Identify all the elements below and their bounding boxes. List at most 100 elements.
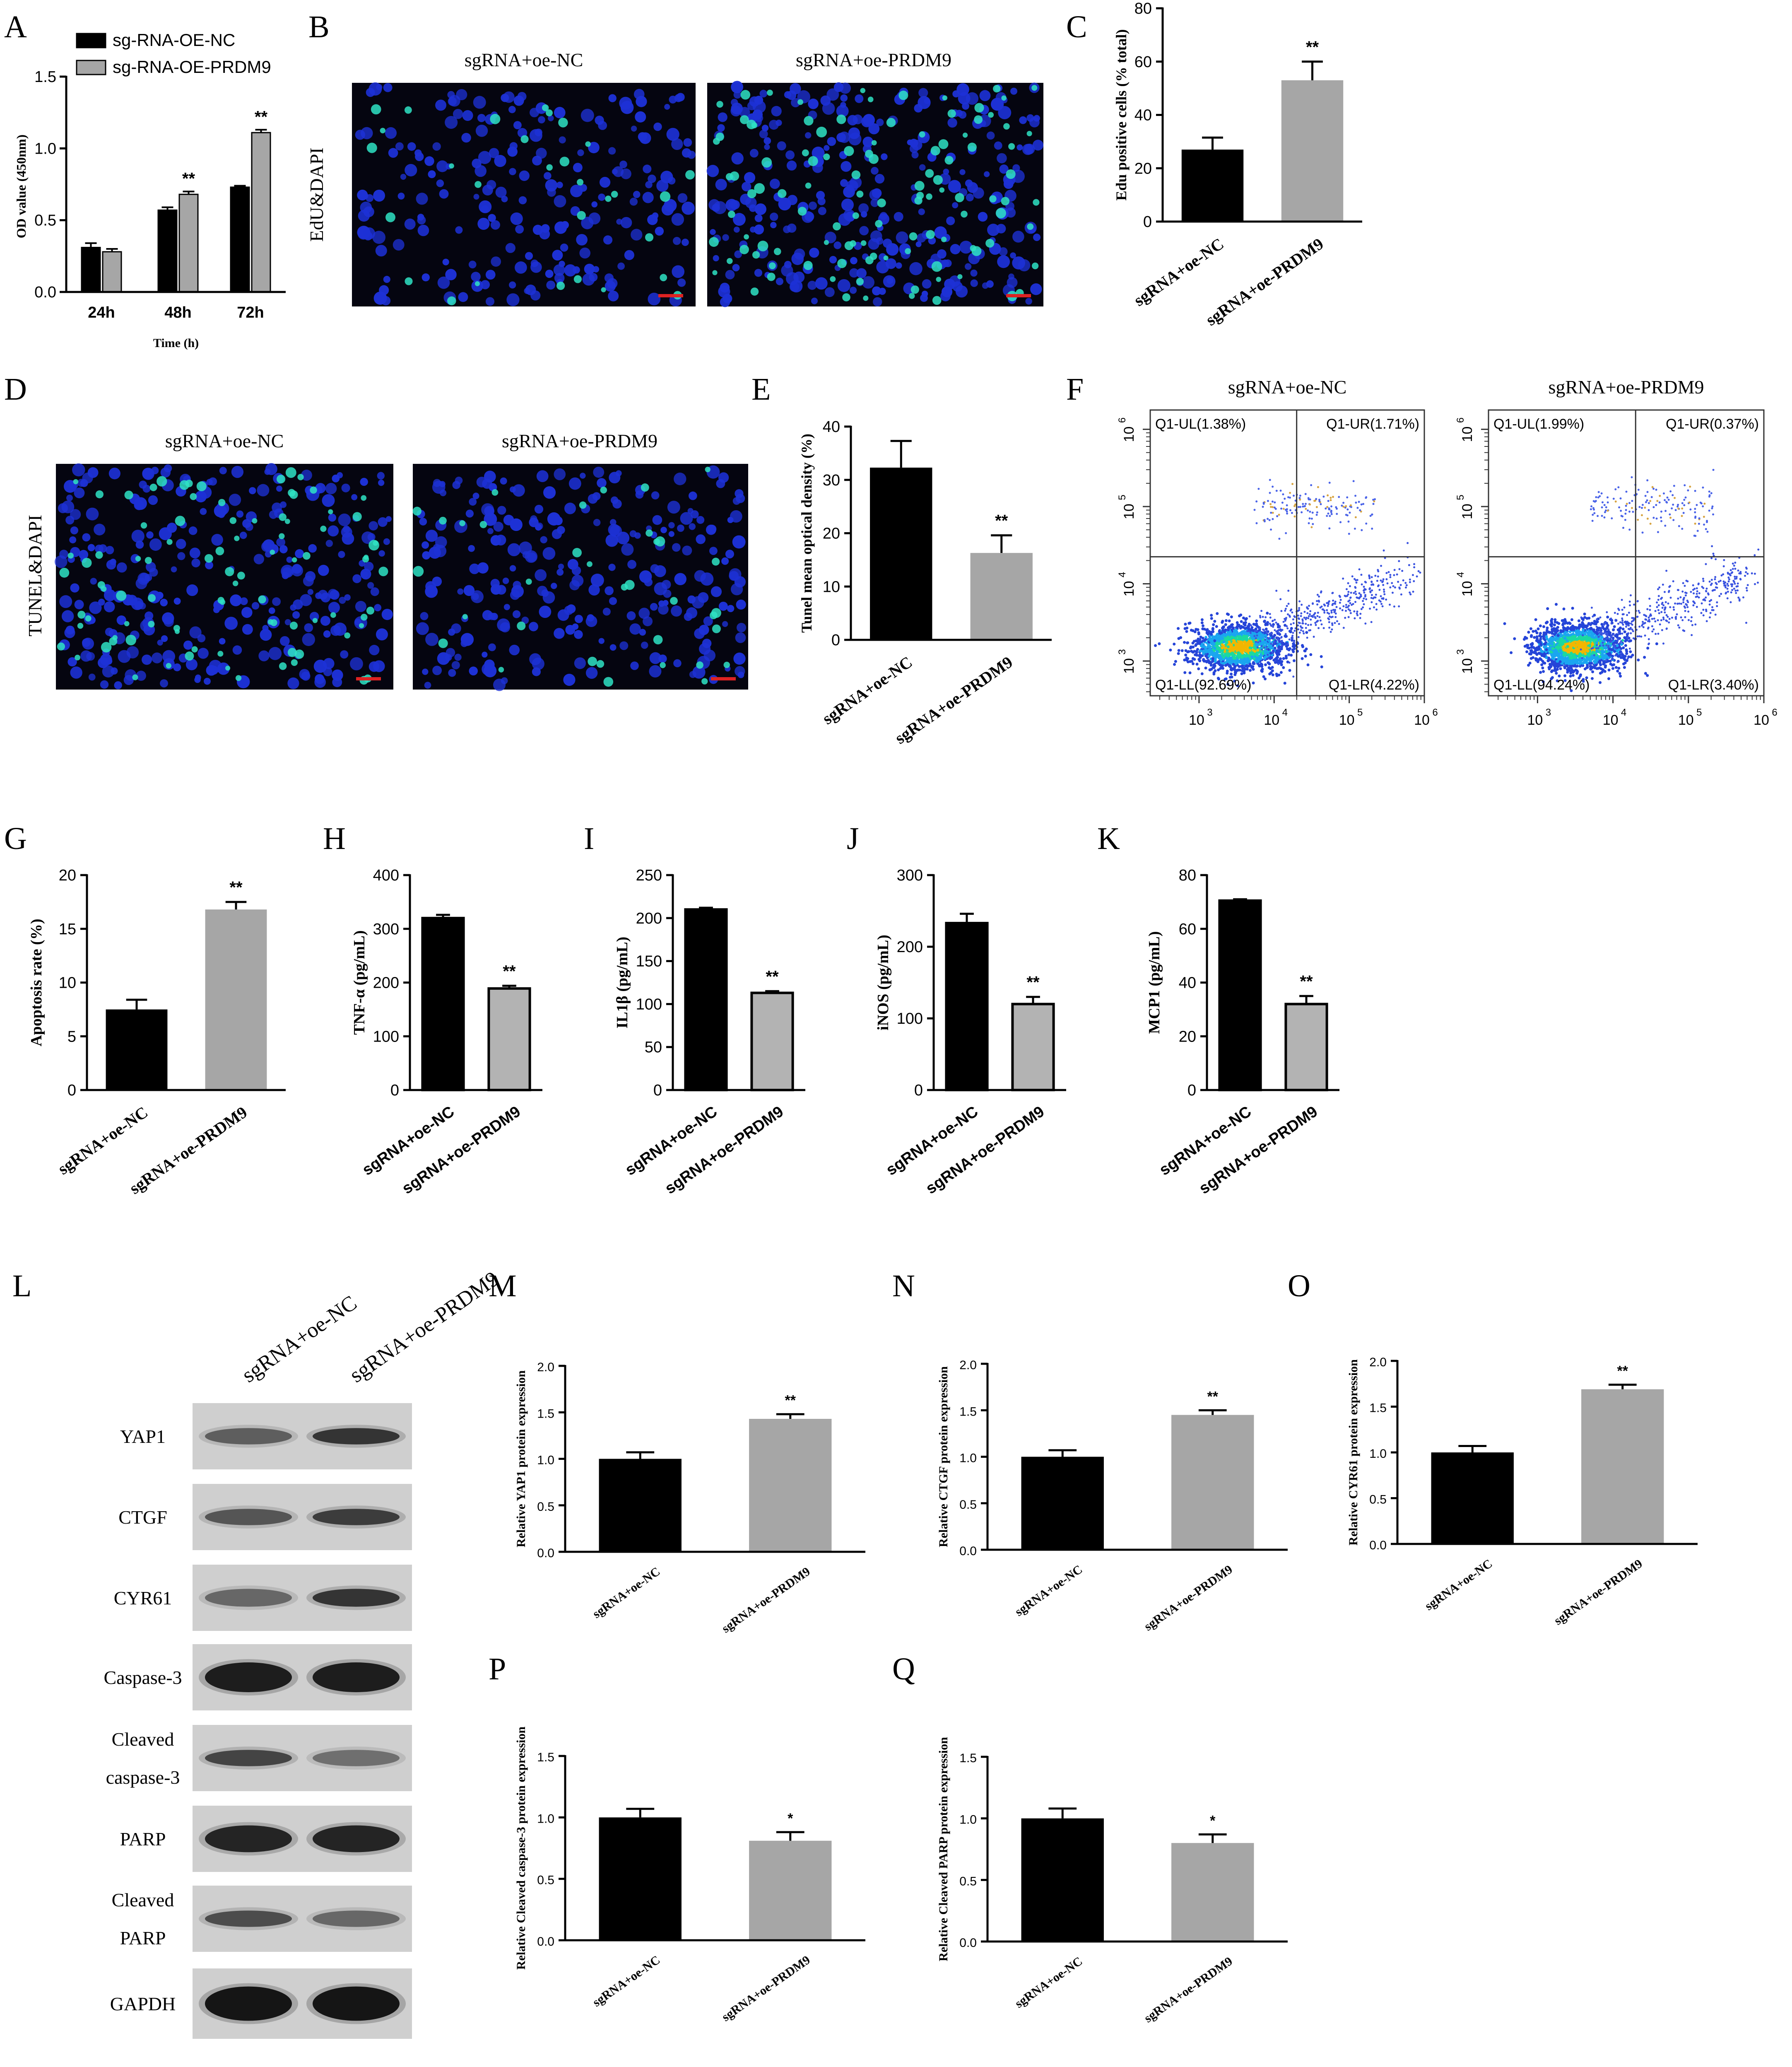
- positive-nucleus: [939, 187, 945, 193]
- flow-event: [1177, 652, 1180, 655]
- flow-event: [1382, 578, 1385, 581]
- y-tick-label: 1.5: [34, 68, 56, 86]
- flow-event: [1328, 618, 1330, 620]
- nucleus: [260, 629, 272, 641]
- bar: [599, 1459, 682, 1552]
- flow-event: [1298, 607, 1301, 609]
- flow-event: [1413, 580, 1415, 582]
- nucleus: [445, 116, 458, 129]
- nucleus: [367, 582, 374, 589]
- flow-event: [1332, 603, 1334, 605]
- y-tick-label: 0: [831, 632, 840, 649]
- flow-event: [1356, 596, 1358, 599]
- nucleus: [548, 115, 554, 121]
- nucleus: [330, 625, 341, 636]
- nucleus: [660, 526, 667, 533]
- flow-event: [1265, 642, 1268, 646]
- flow-event: [1225, 649, 1228, 652]
- y-tick-label: 0: [1187, 1082, 1196, 1099]
- nucleus: [868, 238, 879, 250]
- flow-event: [1260, 645, 1263, 647]
- nucleus: [883, 275, 896, 288]
- x-tick-label: sgRNA+oe-PRDM9: [1142, 1563, 1235, 1634]
- flow-event: [1292, 675, 1295, 678]
- nucleus: [776, 119, 782, 126]
- flow-event: [1365, 522, 1368, 525]
- nucleus: [725, 199, 738, 211]
- flow-event: [1370, 601, 1373, 603]
- nucleus: [66, 494, 73, 502]
- bar: [970, 553, 1033, 640]
- nucleus: [108, 468, 120, 480]
- nucleus: [870, 198, 879, 207]
- nucleus: [236, 510, 244, 518]
- flow-event: [1257, 656, 1260, 660]
- nucleus: [605, 280, 616, 292]
- flow-event: [1359, 509, 1361, 511]
- nucleus: [304, 623, 313, 632]
- flow-event: [1359, 617, 1361, 619]
- nucleus: [692, 666, 706, 679]
- flow-event: [1362, 600, 1364, 602]
- nucleus: [323, 630, 331, 638]
- nucleus: [624, 250, 634, 260]
- flow-event: [1208, 668, 1212, 671]
- flow-event: [1312, 523, 1314, 525]
- nucleus: [510, 212, 523, 225]
- flow-event: [1271, 620, 1274, 622]
- flow-event: [1339, 607, 1342, 610]
- nucleus: [947, 118, 957, 128]
- nucleus: [534, 504, 544, 514]
- positive-nucleus: [585, 141, 591, 147]
- flow-event: [1206, 645, 1209, 649]
- flow-event: [1261, 635, 1265, 638]
- nucleus: [97, 657, 109, 668]
- nucleus: [284, 619, 291, 625]
- nucleus: [488, 214, 496, 222]
- flow-event: [1186, 641, 1190, 644]
- flow-event: [1262, 502, 1265, 505]
- nucleus: [94, 523, 106, 535]
- flow-event: [1279, 661, 1283, 665]
- nucleus: [708, 199, 720, 211]
- flow-event: [1362, 503, 1365, 505]
- bar: [1284, 1003, 1328, 1091]
- flow-event: [1221, 629, 1224, 632]
- positive-nucleus: [989, 195, 997, 203]
- flow-event: [1261, 642, 1265, 646]
- nucleus: [152, 652, 163, 663]
- nucleus: [666, 128, 679, 141]
- nucleus: [732, 535, 746, 549]
- flow-event: [1365, 581, 1367, 584]
- flow-event: [1298, 600, 1301, 603]
- significance-mark: **: [785, 1393, 796, 1409]
- flow-event: [1177, 627, 1180, 630]
- flow-event: [1230, 636, 1233, 639]
- nucleus: [388, 148, 398, 158]
- nucleus: [749, 96, 760, 107]
- flow-event: [1183, 658, 1186, 662]
- nucleus: [826, 88, 839, 101]
- flow-event: [1197, 637, 1200, 641]
- positive-nucleus: [82, 557, 92, 568]
- micrograph-title: sgRNA+oe-NC: [165, 430, 284, 451]
- positive-nucleus: [830, 276, 836, 282]
- nucleus: [89, 601, 102, 614]
- flow-event: [1232, 630, 1236, 633]
- flow-event: [1400, 593, 1402, 596]
- x-tick-exponent: 3: [1207, 707, 1212, 718]
- nucleus: [299, 669, 310, 680]
- positive-nucleus: [883, 255, 889, 260]
- positive-nucleus: [716, 101, 723, 108]
- flow-event: [1274, 619, 1276, 621]
- positive-nucleus: [369, 540, 380, 551]
- positive-nucleus: [802, 149, 809, 157]
- nucleus: [812, 147, 825, 159]
- flow-event: [1380, 595, 1382, 598]
- nucleus: [626, 611, 636, 620]
- flow-event: [1320, 591, 1322, 594]
- nucleus: [530, 515, 537, 523]
- bar: [1581, 1389, 1664, 1544]
- x-tick-label: sgRNA+oe-NC: [54, 1103, 151, 1178]
- flow-event: [1267, 654, 1269, 656]
